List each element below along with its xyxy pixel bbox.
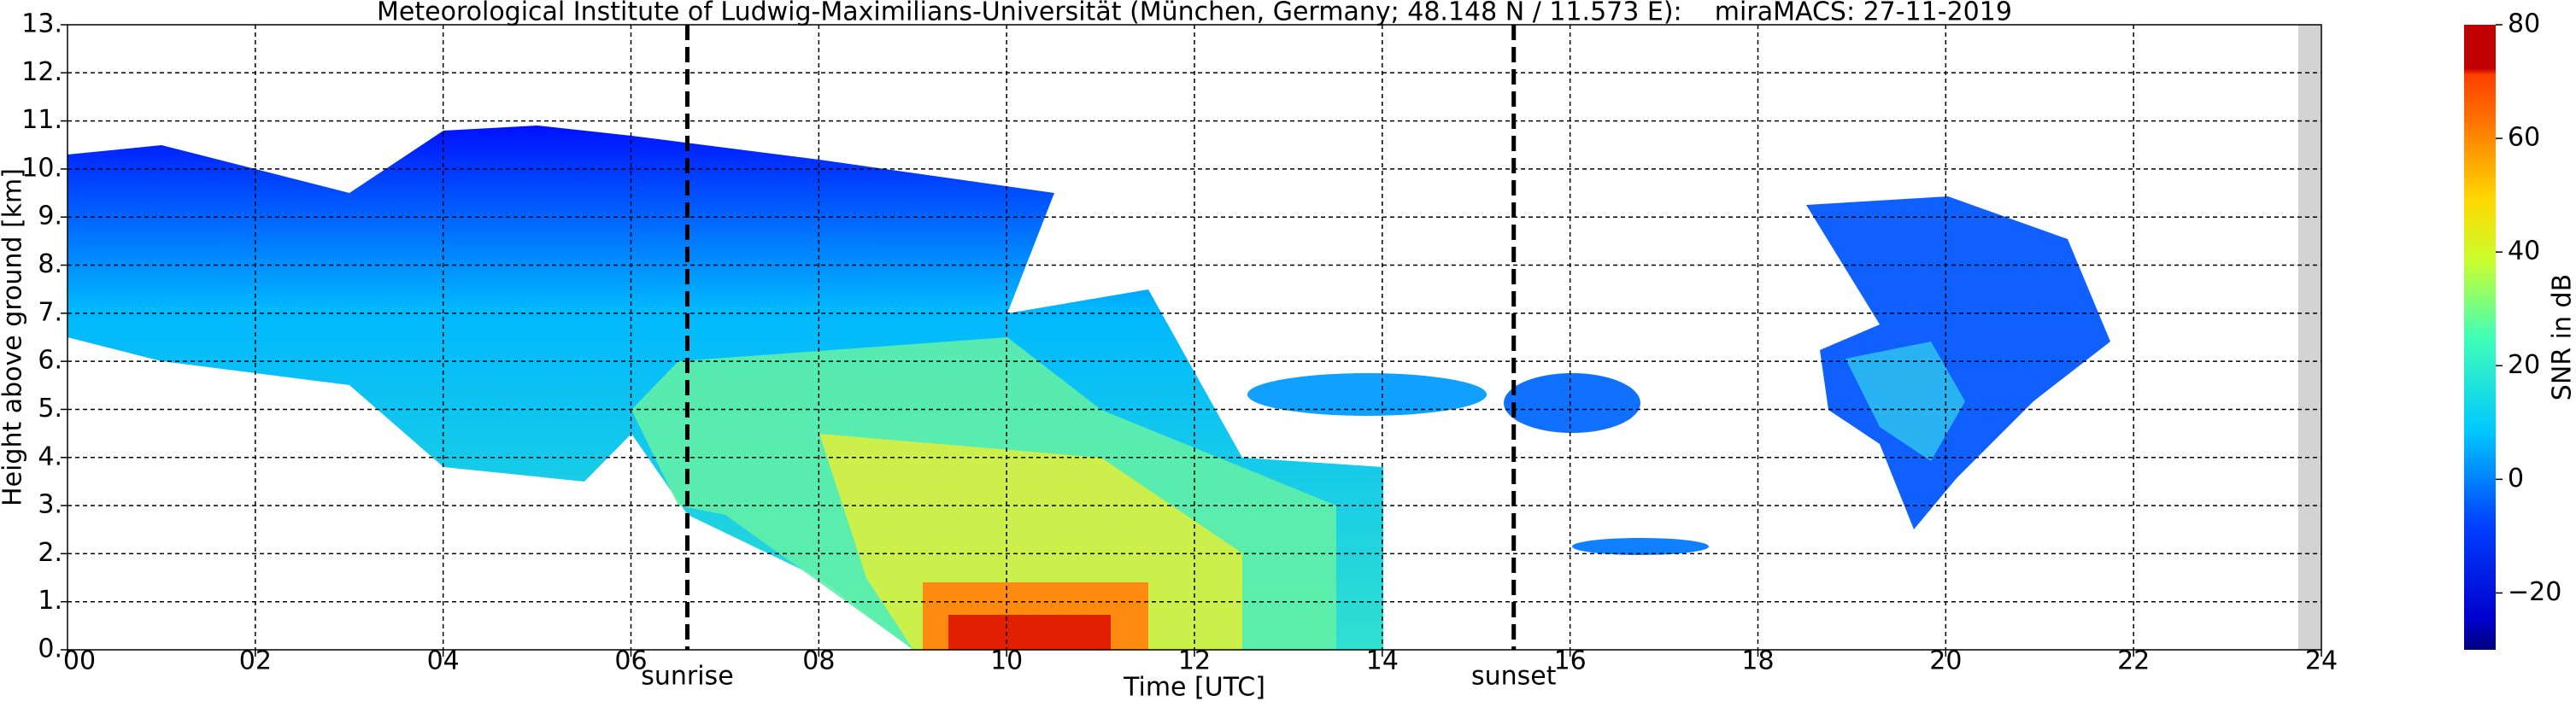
colorbar-tick-label: 20 bbox=[2508, 350, 2540, 380]
x-tick-label: 14 bbox=[1366, 646, 1399, 676]
y-tick-label: 7. bbox=[38, 297, 62, 327]
colorbar-tick-label: −20 bbox=[2508, 577, 2561, 607]
y-tick-label: 8. bbox=[38, 249, 62, 279]
y-tick-label: 0. bbox=[38, 634, 62, 664]
x-tick-label: 02 bbox=[239, 646, 272, 676]
colorbar-tick-label: 60 bbox=[2508, 123, 2540, 153]
x-tick-label: 10 bbox=[990, 646, 1023, 676]
y-tick-label: 9. bbox=[38, 202, 62, 231]
x-tick-label: 22 bbox=[2117, 646, 2150, 676]
y-axis-label: Height above ground [km] bbox=[0, 168, 28, 506]
y-tick-label: 5. bbox=[38, 394, 62, 424]
annotation-label: sunrise bbox=[641, 662, 733, 692]
x-tick-label: 12 bbox=[1178, 646, 1211, 676]
no-data-region bbox=[2298, 25, 2321, 650]
y-tick-label: 6. bbox=[38, 346, 62, 376]
y-tick-label: 13. bbox=[21, 9, 62, 39]
x-axis-label: Time [UTC] bbox=[1123, 673, 1265, 703]
y-tick-label: 4. bbox=[38, 441, 62, 471]
x-tick-label: 16 bbox=[1554, 646, 1587, 676]
y-tick-label: 12. bbox=[21, 57, 62, 87]
y-tick-label: 3. bbox=[38, 490, 62, 520]
colorbar-tick-label: 80 bbox=[2508, 9, 2540, 39]
colorbar-label: SNR in dB bbox=[2548, 274, 2576, 400]
x-tick-label: 20 bbox=[1929, 646, 1962, 676]
colorbar-tick-label: 40 bbox=[2508, 237, 2540, 266]
y-tick-label: 10. bbox=[21, 153, 62, 183]
colorbar-tick-label: 0 bbox=[2508, 464, 2524, 494]
echo-region bbox=[948, 615, 1111, 650]
echo-region bbox=[1572, 538, 1709, 555]
chart-title: Meteorological Institute of Ludwig-Maxim… bbox=[377, 0, 2012, 27]
y-tick-label: 2. bbox=[38, 538, 62, 568]
x-tick-label: 18 bbox=[1741, 646, 1774, 676]
x-tick-label: 00 bbox=[63, 646, 96, 676]
x-tick-label: 24 bbox=[2305, 646, 2338, 676]
colorbar bbox=[2464, 25, 2496, 650]
echo-region bbox=[1504, 373, 1640, 433]
y-tick-label: 11. bbox=[21, 105, 62, 135]
annotation-label: sunset bbox=[1471, 662, 1557, 692]
y-tick-label: 1. bbox=[38, 586, 62, 616]
x-tick-label: 04 bbox=[427, 646, 460, 676]
x-tick-label: 08 bbox=[802, 646, 835, 676]
